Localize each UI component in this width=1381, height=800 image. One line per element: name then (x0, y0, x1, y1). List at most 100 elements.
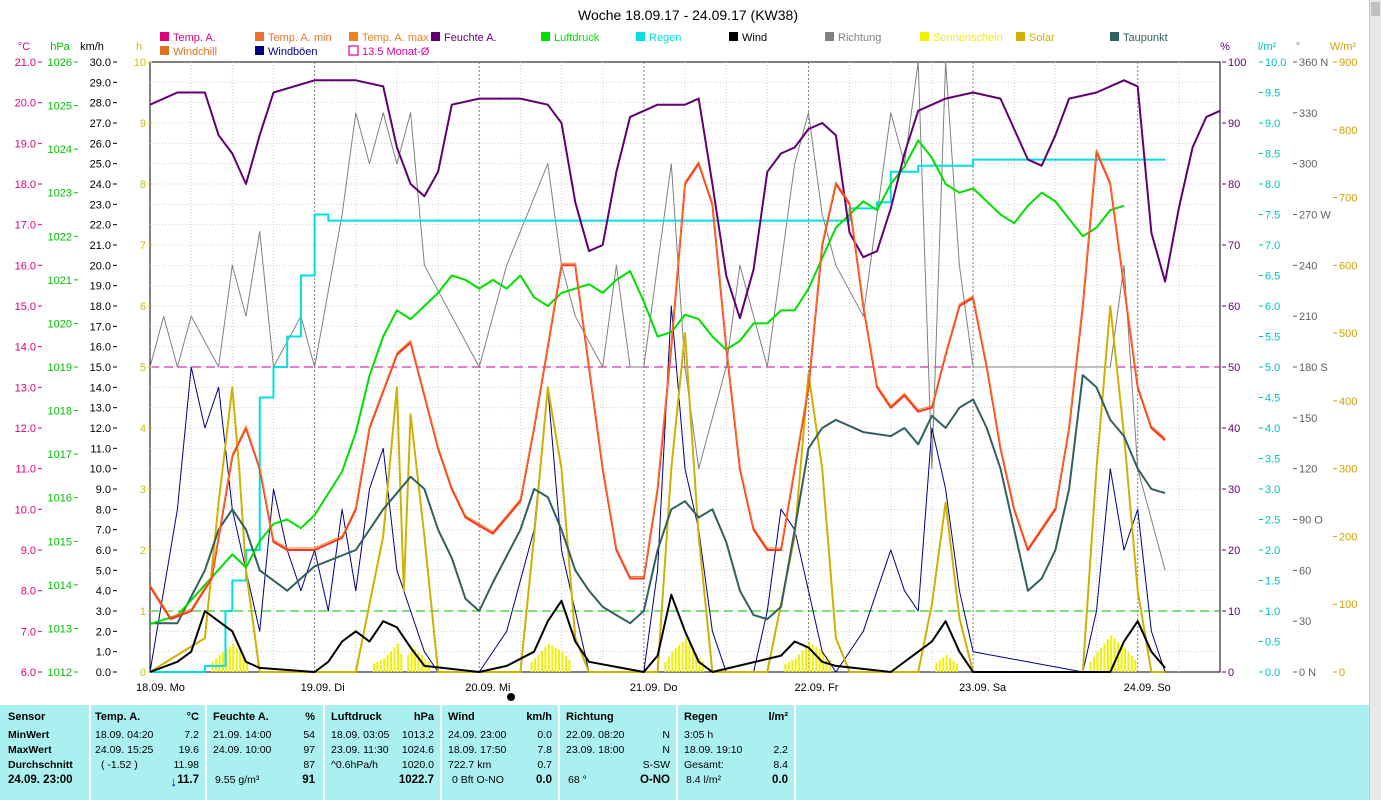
temp-tick: 20.0 (15, 98, 36, 110)
sunshine-bar (1113, 638, 1116, 672)
axis-unit-label: hPa (50, 41, 70, 53)
legend-label: Solar (1029, 32, 1055, 44)
series-line-luftdruck (149, 139, 1125, 626)
stats-col-luftdruck: Luftdruck hPa 18.09. 03:05 1013.2 23.09. … (325, 705, 440, 800)
sunshine-bar (211, 661, 214, 672)
sunshine-bar (1110, 635, 1113, 672)
richtung-header: Richtung (566, 711, 614, 723)
kmh-tick: 11.0 (90, 443, 111, 455)
legend-item: Feuchte A. (431, 32, 497, 44)
rain-tick: 1.0 (1265, 606, 1280, 618)
regen-max-value: 2.2 (773, 744, 788, 756)
h-tick: 4 (140, 423, 146, 435)
sunshine-bar (678, 644, 681, 672)
regen-total-label: Gesamt: (684, 759, 724, 771)
hpa-tick: 1023 (48, 188, 72, 200)
kmh-tick: 1.0 (96, 647, 111, 659)
sunshine-bar (561, 651, 564, 672)
rain-tick: 5.0 (1265, 362, 1280, 374)
sunshine-bar (674, 648, 677, 672)
kmh-tick: 21.0 (90, 240, 111, 252)
kmh-tick: 0.0 (96, 667, 111, 679)
legend-label: Temp. A. min (268, 32, 332, 44)
temp-header: Temp. A. (95, 711, 141, 723)
sunshine-bar (811, 644, 814, 672)
pct-tick: 30 (1228, 484, 1240, 496)
temp-tick: 17.0 (15, 220, 36, 232)
rain-tick: 5.5 (1265, 332, 1280, 344)
luftdruck-avg-value: 1020.0 (401, 759, 434, 771)
sunshine-bar (232, 643, 235, 672)
dir-tick: 270 W (1299, 210, 1331, 222)
feuchte-max-value: 97 (303, 744, 315, 756)
sunshine-bar (805, 646, 808, 672)
kmh-tick: 3.0 (96, 606, 111, 618)
hpa-tick: 1017 (48, 449, 72, 461)
axis-unit-label: ° (1296, 41, 1300, 53)
legend-item: Sonnenschein (920, 32, 1003, 44)
feuchte-header: Feuchte A. (213, 711, 269, 723)
solar-tick: 700 (1339, 193, 1357, 205)
wind-max-time: 18.09. 17:50 (448, 744, 507, 756)
temp-tick: 18.0 (15, 179, 36, 191)
sunshine-bar (383, 658, 386, 672)
legend-swatch (636, 32, 645, 41)
temp-tick: 13.0 (15, 382, 36, 394)
axis-unit-label: °C (18, 41, 30, 53)
richtung-min-time: 22.09. 08:20 (566, 729, 625, 741)
kmh-tick: 28.0 (90, 98, 111, 110)
rain-tick: 9.0 (1265, 118, 1280, 130)
legend-label: Sonnenschein (933, 32, 1003, 44)
dir-tick: 30 (1299, 616, 1311, 628)
sunshine-bar (695, 653, 698, 672)
temp-tick: 14.0 (15, 342, 36, 354)
solar-tick: 0 (1339, 667, 1345, 679)
richtung-max-time: 23.09. 18:00 (566, 744, 625, 756)
temp-tick: 16.0 (15, 260, 36, 272)
scrollbar-thumb[interactable] (1371, 2, 1380, 16)
feuchte-unit: % (305, 711, 315, 723)
stats-col-regen: Regen l/m² 3:05 h 18.09. 19:10 2.2 Gesamt… (678, 705, 794, 800)
temp-tick: 15.0 (15, 301, 36, 313)
rain-tick: 6.5 (1265, 271, 1280, 283)
temp-min-value: 7.2 (184, 729, 199, 741)
legend-item: Windchill (160, 46, 217, 58)
hpa-tick: 1024 (48, 144, 72, 156)
sunshine-bar (671, 651, 674, 672)
minwert-label: MinWert (8, 729, 50, 741)
legend-swatch (920, 32, 929, 41)
vertical-scrollbar[interactable] (1369, 0, 1381, 800)
kmh-tick: 18.0 (90, 301, 111, 313)
sunshine-bar (1103, 643, 1106, 672)
series-line-wind (149, 593, 1166, 673)
dir-tick: 240 (1299, 260, 1317, 272)
hpa-tick: 1022 (48, 231, 72, 243)
sunshine-bar (829, 660, 832, 672)
dir-tick: 180 S (1299, 362, 1328, 374)
sunshine-bar (407, 655, 410, 672)
h-tick: 1 (140, 606, 146, 618)
legend-swatch (348, 45, 359, 56)
stats-col-sensor: Sensor MinWert MaxWert Durchschnitt 24.0… (0, 705, 90, 800)
axis-unit-label: W/m² (1330, 41, 1357, 53)
sunshine-bar (935, 662, 938, 672)
pct-tick: 10 (1228, 606, 1240, 618)
moon-phase-icon (507, 693, 515, 701)
feuchte-min-value: 54 (303, 729, 315, 741)
kmh-tick: 6.0 (96, 545, 111, 557)
h-tick: 8 (140, 179, 146, 191)
rain-tick: 3.0 (1265, 484, 1280, 496)
sunshine-bar (681, 641, 684, 672)
wind-current-value: 0.0 (536, 774, 552, 786)
wind-beaufort: 0 Bft O-NO (452, 774, 504, 786)
hpa-tick: 1026 (48, 57, 72, 69)
feuchte-absolute: 9.55 g/m³ (215, 774, 260, 786)
temp-tick: 19.0 (15, 138, 36, 150)
sunshine-bar (1123, 648, 1126, 672)
dir-tick: 90 O (1299, 515, 1323, 527)
kmh-tick: 12.0 (90, 423, 111, 435)
sunshine-bar (396, 643, 399, 672)
sunshine-bar (945, 655, 948, 672)
dir-tick: 300 (1299, 159, 1317, 171)
axis-units: °C hPa km/h h% l/m² ° W/m² (18, 41, 1357, 53)
